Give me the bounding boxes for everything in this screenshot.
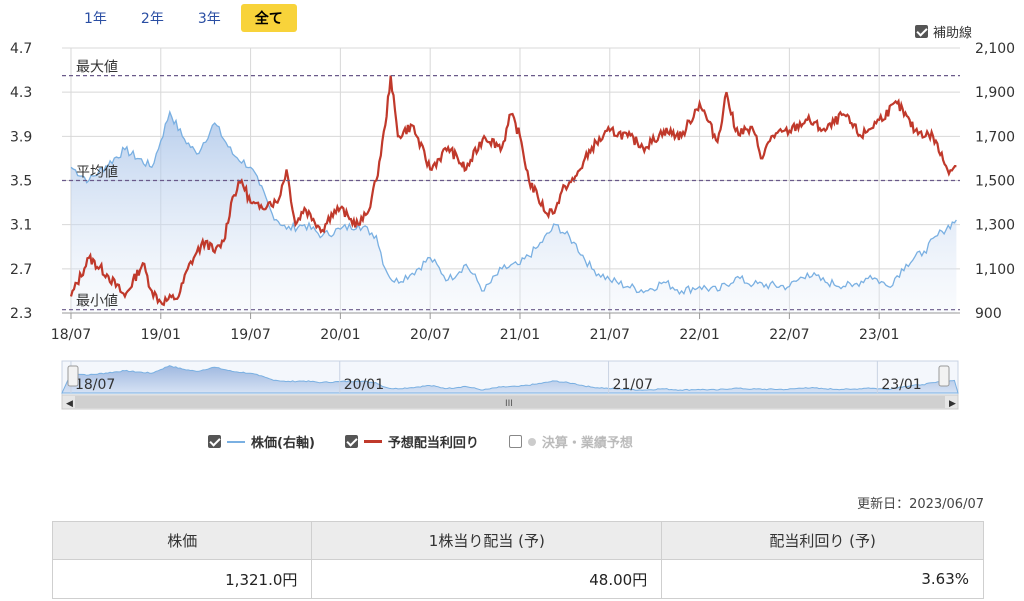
legend-label-yield: 予想配当利回り — [387, 436, 479, 451]
tab-3y[interactable]: 3年 — [197, 11, 221, 27]
chart-legend: 株価(右軸) 予想配当利回り 決算・業績予想 — [208, 432, 633, 451]
x-tick-label: 21/07 — [590, 327, 630, 343]
y-right-tick: 1,900 — [975, 85, 1015, 101]
x-tick-label: 20/07 — [410, 327, 450, 343]
x-tick-label: 22/07 — [769, 327, 809, 343]
navigator-tick-label: 20/01 — [344, 377, 384, 393]
x-tick-label: 19/01 — [141, 327, 181, 343]
y-right-tick: 1,300 — [975, 218, 1015, 234]
updated-date: 更新日：2023/06/07 — [857, 497, 984, 512]
y-right-tick: 1,700 — [975, 129, 1015, 145]
x-tick-label: 21/01 — [500, 327, 540, 343]
scroll-left-icon[interactable]: ◀ — [66, 399, 73, 409]
y-right-tick: 900 — [975, 306, 1002, 322]
x-tick-label: 20/01 — [320, 327, 360, 343]
legend-label-price: 株価(右軸) — [251, 436, 315, 451]
navigator-tick-label: 23/01 — [881, 377, 921, 393]
y-right-tick: 2,100 — [975, 41, 1015, 57]
x-tick-label: 23/01 — [859, 327, 899, 343]
y-left-tick: 4.7 — [10, 41, 32, 57]
reference-label: 最大値 — [76, 60, 118, 76]
legend-checkbox-earnings[interactable] — [508, 435, 522, 448]
price-line — [70, 109, 957, 296]
navigator-scrollbar-thumb[interactable] — [75, 396, 945, 408]
legend-dot-earnings — [527, 437, 536, 446]
reference-label: 最小値 — [76, 294, 118, 310]
legend-item-yield[interactable]: 予想配当利回り — [344, 432, 479, 451]
value-yield: 3.63% — [661, 559, 984, 599]
header-dividend: 1株当り配当 (予) — [311, 521, 663, 560]
header-price: 株価 — [51, 521, 313, 560]
legend-swatch-price — [227, 440, 245, 443]
tab-2y[interactable]: 2年 — [140, 11, 164, 27]
y-right-tick: 1,100 — [975, 262, 1015, 278]
y-left-tick: 4.3 — [10, 85, 32, 101]
header-yield: 配当利回り (予) — [661, 521, 984, 560]
legend-checkbox-price[interactable] — [208, 435, 221, 448]
table-header-row: 株価 1株当り配当 (予) 配当利回り (予) — [51, 521, 984, 560]
table-row: 1,321.0円 48.00円 3.63% — [51, 559, 984, 599]
x-tick-label: 22/01 — [679, 327, 719, 343]
reference-label: 平均値 — [76, 165, 118, 181]
legend-item-price[interactable]: 株価(右軸) — [208, 432, 315, 451]
y-left-tick: 3.5 — [10, 174, 32, 190]
legend-checkbox-yield[interactable] — [344, 435, 358, 448]
x-tick-label: 18/07 — [51, 327, 91, 343]
grip-icon: III — [505, 399, 513, 409]
y-left-tick: 3.1 — [10, 218, 32, 234]
navigator-tick-label: 18/07 — [75, 377, 115, 393]
yield-line — [69, 75, 957, 307]
navigator-handle-left[interactable] — [67, 365, 79, 387]
price-area — [71, 112, 957, 313]
navigator-tick-label: 21/07 — [613, 377, 653, 393]
navigator-handle-right[interactable] — [938, 365, 950, 387]
aux-lines-toggle[interactable]: 補助線 — [914, 22, 972, 41]
scroll-right-icon[interactable]: ▶ — [949, 399, 956, 409]
y-right-tick: 1,500 — [975, 174, 1015, 190]
x-tick-label: 19/07 — [230, 327, 270, 343]
legend-item-earnings[interactable]: 決算・業績予想 — [508, 432, 633, 451]
navigator-area — [61, 365, 959, 394]
summary-table: 株価 1株当り配当 (予) 配当利回り (予) 1,321.0円 48.00円 … — [51, 521, 984, 599]
value-price: 1,321.0円 — [51, 559, 313, 599]
tab-1y[interactable]: 1年 — [84, 11, 107, 27]
legend-swatch-yield — [363, 440, 382, 443]
value-dividend: 48.00円 — [311, 559, 663, 599]
aux-lines-label: 補助線 — [932, 26, 972, 41]
navigator[interactable]: 18/07 20/01 21/07 23/01 ◀ ▶ III — [61, 360, 959, 410]
aux-lines-checkbox[interactable] — [914, 25, 928, 38]
y-left-tick: 3.9 — [10, 129, 32, 145]
y-left-tick: 2.7 — [10, 262, 32, 278]
period-tabs: 1年 2年 3年 全て — [70, 4, 303, 32]
legend-label-earnings: 決算・業績予想 — [541, 436, 633, 451]
y-left-tick: 2.3 — [10, 306, 32, 322]
tab-all[interactable]: 全て — [240, 4, 297, 32]
